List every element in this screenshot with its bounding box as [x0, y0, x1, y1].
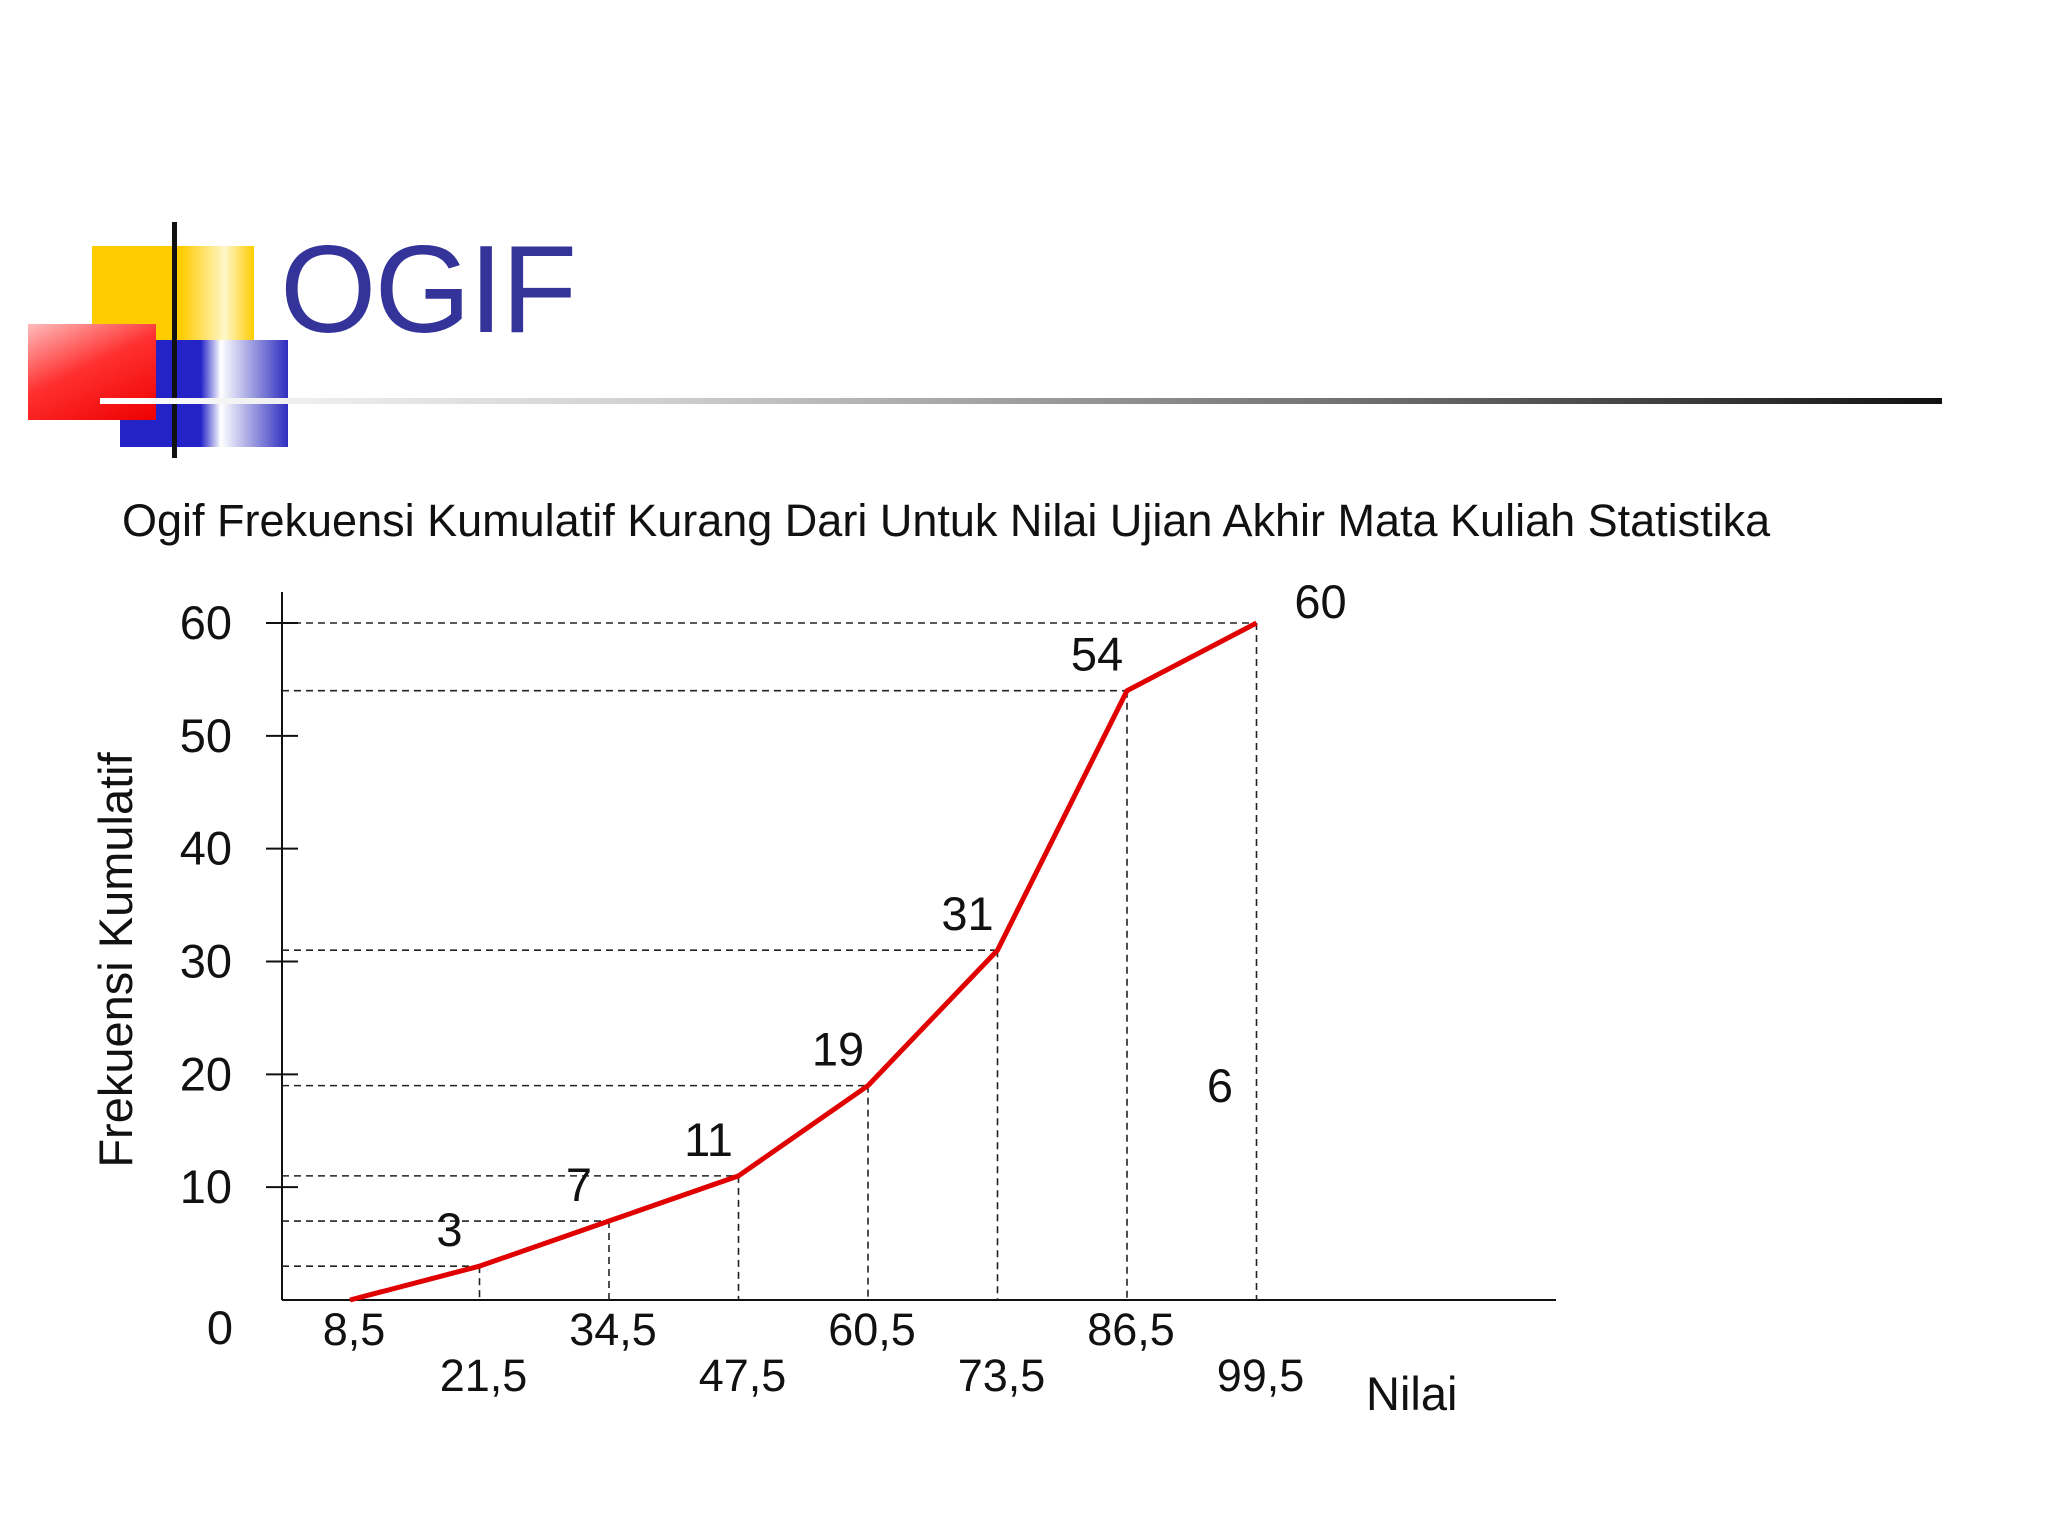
- guide-lines: [282, 622, 1258, 1300]
- y-tick-label: 60: [180, 596, 232, 649]
- point-label: 19: [812, 1023, 864, 1076]
- y-tick-label: 0: [207, 1301, 233, 1354]
- ogive-line: [349, 620, 1258, 1303]
- x-tick-label: 99,5: [1217, 1350, 1305, 1401]
- decorative-vertical-bar: [172, 222, 177, 458]
- y-tick-label: 30: [180, 935, 232, 988]
- y-ticks: 0 10 20 30 40 50 60: [180, 596, 298, 1354]
- point-label: 60: [1294, 575, 1346, 628]
- slide-title: OGIF: [280, 221, 577, 359]
- x-ticks: 8,5 21,5 34,5 47,5 60,5 73,5 86,5 99,5: [323, 1304, 1305, 1401]
- annotation-6: 6: [1207, 1059, 1233, 1112]
- y-tick-label: 10: [180, 1160, 232, 1213]
- point-label: 11: [684, 1113, 733, 1166]
- point-label: 3: [436, 1203, 462, 1256]
- point-label: 7: [566, 1158, 592, 1211]
- x-tick-label: 73,5: [958, 1350, 1046, 1401]
- decorative-red-square: [28, 324, 156, 420]
- x-tick-label: 21,5: [440, 1350, 528, 1401]
- title-underline-rule: [100, 398, 1942, 404]
- x-axis-label: Nilai: [1366, 1367, 1457, 1420]
- point-label: 31: [941, 887, 993, 940]
- x-tick-label: 60,5: [828, 1304, 916, 1355]
- y-tick-label: 20: [180, 1047, 232, 1100]
- x-tick-label: 8,5: [323, 1304, 386, 1355]
- x-tick-label: 86,5: [1087, 1304, 1175, 1355]
- point-label: 54: [1071, 628, 1123, 681]
- x-tick-label: 34,5: [569, 1304, 657, 1355]
- y-axis-label: Frekuensi Kumulatif: [89, 751, 142, 1167]
- x-tick-label: 47,5: [699, 1350, 787, 1401]
- chart-title: Ogif Frekuensi Kumulatif Kurang Dari Unt…: [122, 495, 1771, 546]
- y-tick-label: 40: [180, 822, 232, 875]
- point-labels: 3 7 11 19 31 54 60: [436, 575, 1346, 1256]
- y-tick-label: 50: [180, 709, 232, 762]
